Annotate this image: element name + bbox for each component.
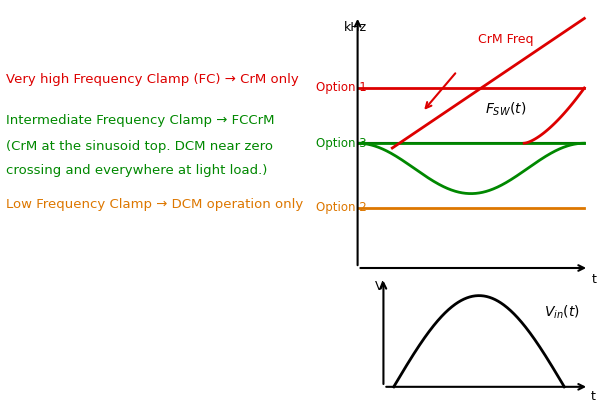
Text: Option 3: Option 3 xyxy=(316,137,367,150)
Text: Option 2: Option 2 xyxy=(316,202,367,214)
Text: Option 1: Option 1 xyxy=(316,82,367,94)
Text: Very high Frequency Clamp (FC) → CrM only: Very high Frequency Clamp (FC) → CrM onl… xyxy=(6,72,299,86)
Text: Intermediate Frequency Clamp → FCCrM: Intermediate Frequency Clamp → FCCrM xyxy=(6,114,275,128)
Text: Low Frequency Clamp → DCM operation only: Low Frequency Clamp → DCM operation only xyxy=(6,198,304,212)
Text: kHz: kHz xyxy=(344,21,367,34)
Text: t: t xyxy=(591,390,596,400)
Text: t: t xyxy=(591,273,596,286)
Text: $\mathit{F_{SW}(t)}$: $\mathit{F_{SW}(t)}$ xyxy=(485,101,526,118)
Text: (CrM at the sinusoid top. DCM near zero: (CrM at the sinusoid top. DCM near zero xyxy=(6,140,273,154)
Text: V: V xyxy=(375,280,383,293)
Text: CrM Freq: CrM Freq xyxy=(478,33,534,46)
Text: crossing and everywhere at light load.): crossing and everywhere at light load.) xyxy=(6,164,267,178)
Text: $\mathit{V_{in}(t)}$: $\mathit{V_{in}(t)}$ xyxy=(544,304,579,321)
